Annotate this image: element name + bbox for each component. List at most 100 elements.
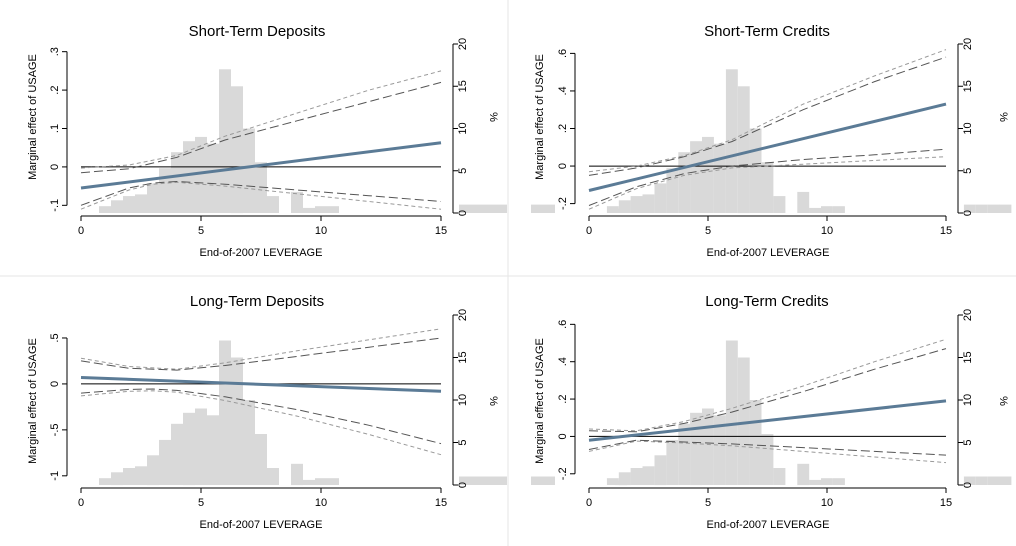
y-tick-label: .1 — [49, 124, 61, 133]
histogram-bar — [678, 423, 691, 485]
histogram-bar — [459, 204, 471, 213]
histogram-bar — [737, 86, 750, 214]
y-tick-label: .2 — [557, 124, 569, 133]
y-tick-label: .4 — [557, 86, 569, 95]
ci95-lower-line — [588, 148, 947, 206]
histogram-bar — [761, 162, 774, 213]
panel-long-term-credits: Long-Term Credits 0 5 10 15 -.2 0 .2 .4 .6 0 5 10 15… — [534, 293, 1012, 531]
histogram-bar — [315, 478, 327, 485]
histogram-bar — [147, 455, 159, 486]
y-tick-label: -.1 — [49, 199, 61, 212]
y2-axis-label: % — [997, 396, 1009, 406]
histogram-bar — [773, 468, 786, 485]
histogram-bar — [809, 207, 821, 213]
x-axis-label: End-of-2007 LEVERAGE — [200, 519, 323, 531]
y-tick-label: .2 — [49, 86, 61, 95]
x-axis-label: End-of-2007 LEVERAGE — [707, 247, 830, 259]
histogram-bar — [531, 204, 543, 213]
histogram-bar — [243, 128, 255, 213]
y2-tick-label: 10 — [962, 394, 974, 406]
histogram-bar — [618, 472, 631, 486]
y-axis-label: Marginal effect of USAGE — [27, 54, 39, 180]
ci95-upper-line — [80, 81, 442, 174]
y-tick-label: .6 — [557, 49, 569, 58]
panel-title: Long-Term Credits — [705, 293, 828, 310]
histogram-bar — [327, 206, 339, 213]
y2-tick-label: 15 — [962, 351, 974, 363]
histogram-bar — [315, 206, 327, 213]
ci90-lower-line — [80, 181, 442, 210]
x-tick-label: 10 — [821, 497, 833, 509]
histogram-bar — [963, 204, 976, 213]
histogram-bar — [749, 128, 762, 213]
histogram-bar — [483, 476, 495, 485]
histogram-bar — [987, 476, 1000, 485]
histogram-bar — [291, 463, 303, 486]
histogram-bar — [111, 472, 123, 486]
plot-area: 0 5 10 15 -.1 0 .1 .2 .3 0 5 10 15 20 — [49, 38, 627, 237]
histogram-bar — [135, 194, 147, 213]
panel-short-term-deposits: Short-Term Deposits 0 5 10 15 -.1 0 .1 .2 .3 0 5 10… — [27, 23, 627, 259]
y-axis-label: Marginal effect of USAGE — [534, 54, 546, 180]
y2-tick-label: 5 — [962, 439, 974, 445]
ci90-lower-line — [80, 390, 442, 456]
histogram-bar — [642, 194, 655, 213]
y-tick-label: .3 — [49, 47, 61, 56]
histogram-bar — [531, 476, 543, 485]
histogram-bar — [495, 204, 507, 213]
histogram-bar — [606, 206, 619, 213]
x-tick-label: 15 — [940, 497, 952, 509]
x-tick-label: 0 — [78, 225, 84, 237]
y2-axis-label: % — [997, 112, 1009, 122]
histogram-bar — [714, 415, 726, 485]
histogram-bar — [459, 476, 471, 485]
histogram-bar — [267, 468, 279, 485]
histogram-bar — [654, 183, 667, 213]
histogram-bar — [999, 476, 1012, 485]
histogram-bar — [219, 69, 231, 213]
histogram-bar — [809, 479, 821, 485]
x-tick-label: 10 — [821, 225, 833, 237]
ci95-upper-line — [588, 56, 947, 176]
histogram-bar — [291, 191, 303, 213]
histogram-bar — [255, 434, 267, 485]
x-tick-label: 10 — [315, 225, 327, 237]
y2-tick-label: 5 — [962, 168, 974, 174]
panel-long-term-deposits: Long-Term Deposits 0 5 10 15 -1 -.5 0 .5 0 5 10 15 2… — [27, 293, 627, 531]
y2-tick-label: 20 — [962, 309, 974, 321]
histogram-bar — [606, 478, 619, 485]
y-tick-label: -1 — [49, 471, 61, 481]
x-tick-label: 0 — [586, 497, 592, 509]
histogram-bar — [618, 200, 631, 213]
ci90-lower-line — [588, 156, 947, 210]
histogram-bar — [171, 423, 183, 485]
marginal-effect-line — [80, 376, 442, 393]
histogram-bar — [471, 476, 483, 485]
histogram-bar — [821, 478, 833, 485]
histogram-bar — [123, 468, 135, 485]
histogram-bar — [123, 196, 135, 213]
x-tick-label: 5 — [198, 225, 204, 237]
plot-area: 0 5 10 15 -.2 0 .2 .4 .6 0 5 10 15 20 — [557, 309, 1012, 509]
histogram-bar — [999, 204, 1012, 213]
y2-tick-label: 15 — [457, 351, 469, 363]
y-tick-label: 0 — [49, 381, 61, 387]
histogram-bar — [543, 476, 555, 485]
y2-tick-label: 0 — [457, 482, 469, 488]
marginal-effect-line — [588, 399, 947, 442]
x-tick-label: 15 — [435, 225, 447, 237]
plot-area: 0 5 10 15 -1 -.5 0 .5 0 5 10 15 20 — [49, 309, 627, 509]
x-tick-label: 5 — [198, 497, 204, 509]
histogram-bar — [642, 466, 655, 485]
histogram-bar — [773, 196, 786, 213]
histogram-bar — [195, 408, 207, 485]
x-tick-label: 0 — [78, 497, 84, 509]
y-axis-label: Marginal effect of USAGE — [27, 338, 39, 464]
histogram-bar — [761, 434, 774, 485]
ci90-lower-line — [588, 440, 947, 464]
histogram-bar — [303, 479, 315, 485]
histogram-bar — [833, 478, 845, 485]
ci95-lower-line — [80, 388, 442, 445]
histogram-bar — [690, 412, 702, 486]
